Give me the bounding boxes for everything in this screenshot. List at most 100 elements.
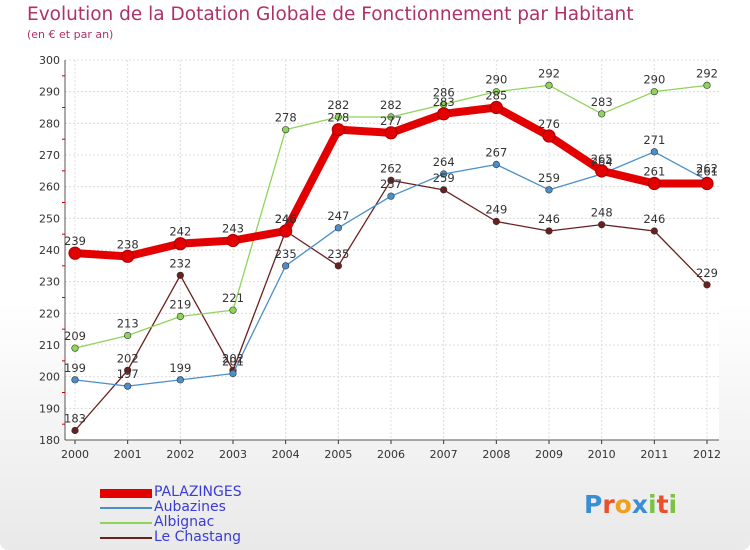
- logo-letter: i: [668, 490, 678, 519]
- logo-letter: t: [656, 490, 669, 519]
- data-point: [650, 88, 658, 96]
- data-point: [229, 369, 237, 378]
- legend-swatch: [100, 488, 152, 498]
- data-label: 242: [169, 225, 191, 239]
- data-point: [647, 176, 661, 191]
- data-label: 271: [643, 133, 665, 147]
- data-point: [226, 233, 240, 248]
- data-label: 235: [327, 247, 349, 261]
- data-label: 197: [117, 367, 139, 381]
- data-label: 209: [64, 329, 86, 343]
- data-label: 219: [169, 298, 191, 312]
- data-point: [176, 376, 184, 384]
- data-label: 282: [380, 98, 402, 112]
- data-point: [387, 192, 395, 200]
- data-label: 235: [275, 247, 297, 261]
- data-label: 265: [591, 152, 613, 166]
- data-label: 285: [485, 89, 507, 103]
- data-point: [71, 344, 79, 352]
- legend-item: Le Chastang: [100, 529, 320, 545]
- data-label: 259: [538, 171, 560, 185]
- data-point: [387, 113, 395, 121]
- y-tick-label: 210: [39, 339, 60, 352]
- x-tick-label: 2011: [640, 448, 668, 461]
- data-point: [545, 186, 553, 194]
- x-tick-label: 2002: [166, 448, 194, 461]
- y-tick-label: 190: [39, 402, 60, 415]
- data-label: 183: [64, 412, 86, 426]
- chart-title: Evolution de la Dotation Globale de Fonc…: [27, 4, 634, 25]
- data-point: [545, 81, 553, 89]
- x-tick-label: 2008: [482, 448, 510, 461]
- data-point: [121, 249, 135, 263]
- x-tick-label: 2000: [61, 448, 89, 461]
- data-point: [176, 271, 184, 279]
- data-point: [124, 366, 132, 374]
- data-point: [282, 126, 290, 134]
- data-label: 286: [433, 85, 455, 99]
- legend-label: Aubazines: [154, 499, 226, 515]
- data-point: [282, 262, 290, 270]
- x-tick-label: 2003: [219, 448, 247, 461]
- legend-item: Albignac: [100, 514, 320, 530]
- legend-item: PALAZINGES: [100, 484, 320, 500]
- y-tick-label: 290: [39, 86, 60, 99]
- legend-item: Aubazines: [100, 499, 320, 515]
- y-tick-label: 220: [39, 307, 60, 320]
- legend-label: Le Chastang: [154, 529, 241, 545]
- data-label: 246: [643, 212, 665, 226]
- logo-letter: o: [614, 490, 632, 519]
- data-point: [384, 126, 398, 140]
- data-point: [124, 382, 132, 390]
- x-tick-label: 2004: [272, 448, 300, 461]
- data-label: 264: [433, 155, 455, 169]
- data-label: 247: [327, 209, 349, 223]
- data-label: 257: [380, 177, 402, 191]
- y-tick-label: 230: [39, 276, 60, 289]
- data-label: 238: [117, 237, 139, 251]
- legend-swatch: [100, 507, 152, 509]
- data-label: 267: [485, 146, 507, 160]
- x-tick-label: 2007: [430, 448, 458, 461]
- data-point: [229, 306, 237, 314]
- data-label: 201: [222, 355, 244, 369]
- data-point: [542, 129, 556, 143]
- data-point: [71, 426, 79, 435]
- data-label: 261: [696, 165, 718, 179]
- data-point: [334, 224, 342, 232]
- data-point: [71, 376, 79, 384]
- logo-letter: x: [631, 490, 648, 519]
- data-point: [173, 237, 187, 251]
- y-tick-label: 180: [39, 434, 60, 447]
- data-point: [598, 110, 606, 118]
- data-label: 202: [222, 351, 244, 365]
- data-point: [489, 100, 503, 115]
- data-label: 221: [222, 291, 244, 305]
- data-point: [279, 224, 293, 238]
- data-label: 262: [380, 161, 402, 175]
- data-label: 259: [433, 171, 455, 185]
- x-tick-label: 2001: [114, 448, 142, 461]
- data-label: 282: [327, 98, 349, 112]
- data-label: 232: [169, 256, 191, 270]
- data-label: 261: [643, 165, 665, 179]
- data-label: 246: [275, 212, 297, 226]
- data-point: [176, 312, 184, 321]
- y-tick-label: 250: [39, 212, 60, 225]
- data-label: 202: [117, 351, 139, 365]
- y-tick-label: 240: [39, 244, 60, 257]
- data-label: 199: [169, 361, 191, 375]
- data-point: [492, 88, 500, 96]
- data-label: 229: [696, 266, 718, 280]
- data-label: 246: [275, 212, 297, 226]
- data-point: [440, 170, 448, 178]
- legend-label: Albignac: [154, 514, 215, 530]
- data-point: [440, 186, 448, 194]
- y-tick-label: 260: [39, 181, 60, 194]
- y-tick-label: 200: [39, 371, 60, 384]
- data-label: 249: [485, 203, 507, 217]
- logo-letter: r: [602, 490, 615, 519]
- data-label: 262: [696, 161, 718, 175]
- data-label: 278: [275, 111, 297, 125]
